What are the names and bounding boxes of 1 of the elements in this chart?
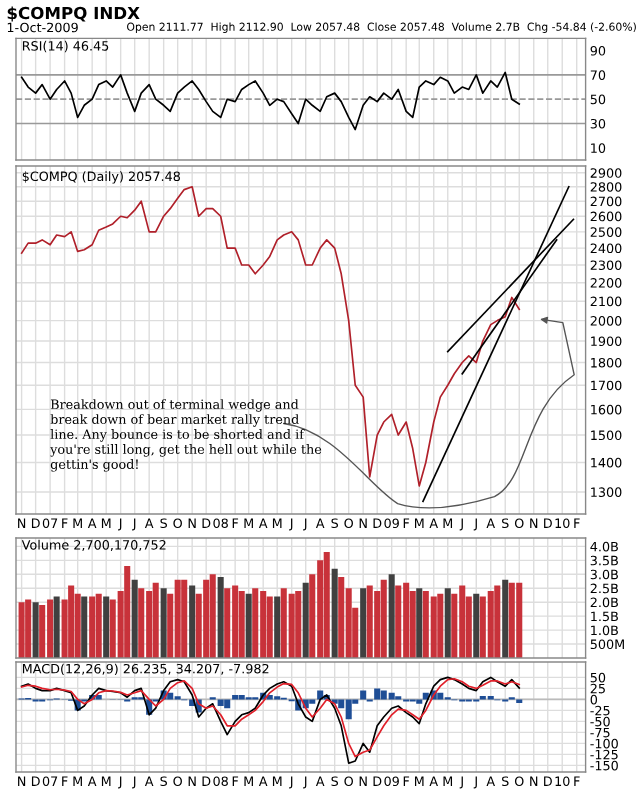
chart-title: $COMPQ INDX xyxy=(7,6,140,22)
